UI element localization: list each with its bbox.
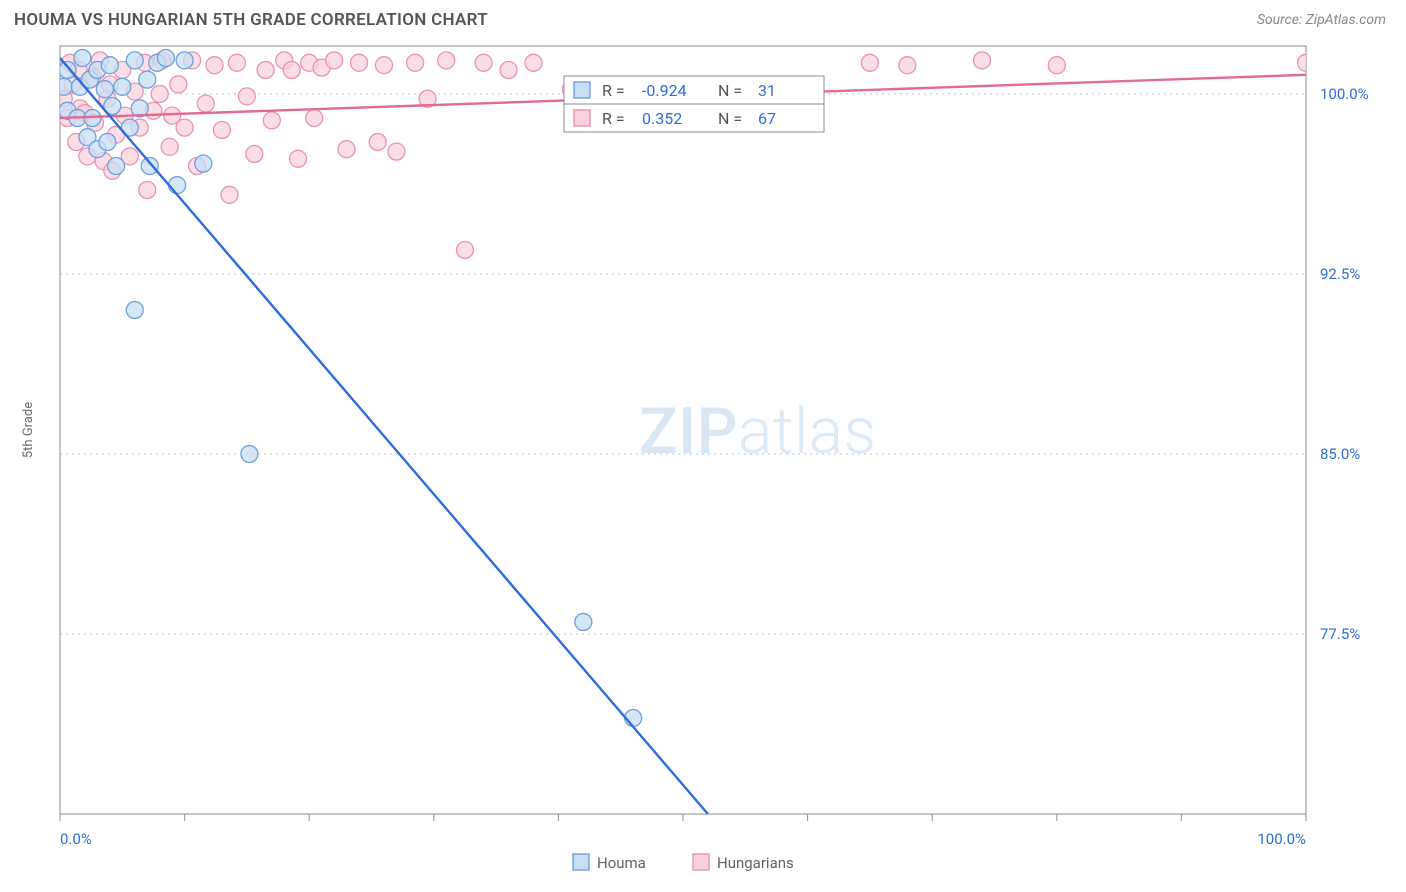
point-hungarians [213,122,230,139]
point-hungarians [438,52,455,69]
point-houma [141,158,158,175]
x-tick-label: 100.0% [1257,830,1306,848]
trend-line-houma [60,58,708,814]
legend-N-label: N = [718,81,742,100]
legend-N-value-houma: 31 [758,81,776,100]
point-hungarians [407,54,424,71]
legend-N-label: N = [718,109,742,128]
point-hungarians [326,52,343,69]
point-hungarians [238,88,255,105]
legend-R-value-hungarians: 0.352 [642,109,682,128]
point-hungarians [206,57,223,74]
point-hungarians [161,138,178,155]
point-houma [101,57,118,74]
point-houma [575,614,592,631]
point-hungarians [456,242,473,259]
point-hungarians [375,57,392,74]
point-houma [157,50,174,67]
point-houma [74,50,91,67]
point-houma [55,78,72,95]
point-hungarians [974,52,991,69]
bottom-legend-marker-houma [573,854,589,870]
point-houma [176,52,193,69]
point-hungarians [351,54,368,71]
legend-marker-houma [574,82,590,98]
point-houma [139,71,156,88]
point-hungarians [899,57,916,74]
point-houma [126,52,143,69]
legend-N-value-hungarians: 67 [758,109,776,128]
y-tick-label: 77.5% [1320,625,1360,643]
point-houma [99,134,116,151]
point-houma [96,81,113,98]
legend-marker-hungarians [574,110,590,126]
point-hungarians [257,62,274,79]
bottom-legend-label-hungarians: Hungarians [717,854,794,872]
chart-container: 0.0% 100.0% 77.5% 85.0% 92.5% 100.0% 5th Grade… [10,36,1396,874]
y-axis-label: 5th Grade [21,402,36,458]
point-hungarians [139,182,156,199]
legend-R-label: R = [602,109,625,128]
point-houma [108,158,125,175]
chart-header: HOUMA VS HUNGARIAN 5TH GRADE CORRELATION… [0,0,1406,36]
y-tick-label: 92.5% [1320,265,1360,283]
point-hungarians [388,143,405,160]
point-hungarians [228,54,245,71]
y-tick-label: 85.0% [1320,445,1360,463]
point-hungarians [338,141,355,158]
point-hungarians [369,134,386,151]
point-houma [114,78,131,95]
watermark: ZIPatlas [639,394,877,469]
chart-source: Source: ZipAtlas.com [1257,12,1386,28]
x-tick-label: 0.0% [60,830,92,848]
point-hungarians [283,62,300,79]
point-hungarians [176,119,193,136]
point-hungarians [306,110,323,127]
point-hungarians [1048,57,1065,74]
point-hungarians [289,150,306,167]
point-houma [126,302,143,319]
bottom-legend-label-houma: Houma [597,854,646,872]
bottom-legend-marker-hungarians [693,854,709,870]
y-tick-label: 100.0% [1320,85,1369,103]
point-houma [169,177,186,194]
point-houma [195,155,212,172]
point-houma [59,62,76,79]
point-hungarians [246,146,263,163]
legend-R-label: R = [602,81,625,100]
legend-R-value-houma: -0.924 [642,81,687,100]
point-hungarians [500,62,517,79]
point-hungarians [170,76,187,93]
correlation-scatter-chart: 0.0% 100.0% 77.5% 85.0% 92.5% 100.0% 5th Grade… [10,36,1396,874]
chart-title: HOUMA VS HUNGARIAN 5TH GRADE CORRELATION… [14,10,488,30]
point-hungarians [221,186,238,203]
point-hungarians [151,86,168,103]
point-hungarians [475,54,492,71]
point-hungarians [197,95,214,112]
point-hungarians [525,54,542,71]
point-hungarians [263,112,280,129]
point-houma [241,446,258,463]
point-hungarians [1298,54,1315,71]
point-hungarians [861,54,878,71]
